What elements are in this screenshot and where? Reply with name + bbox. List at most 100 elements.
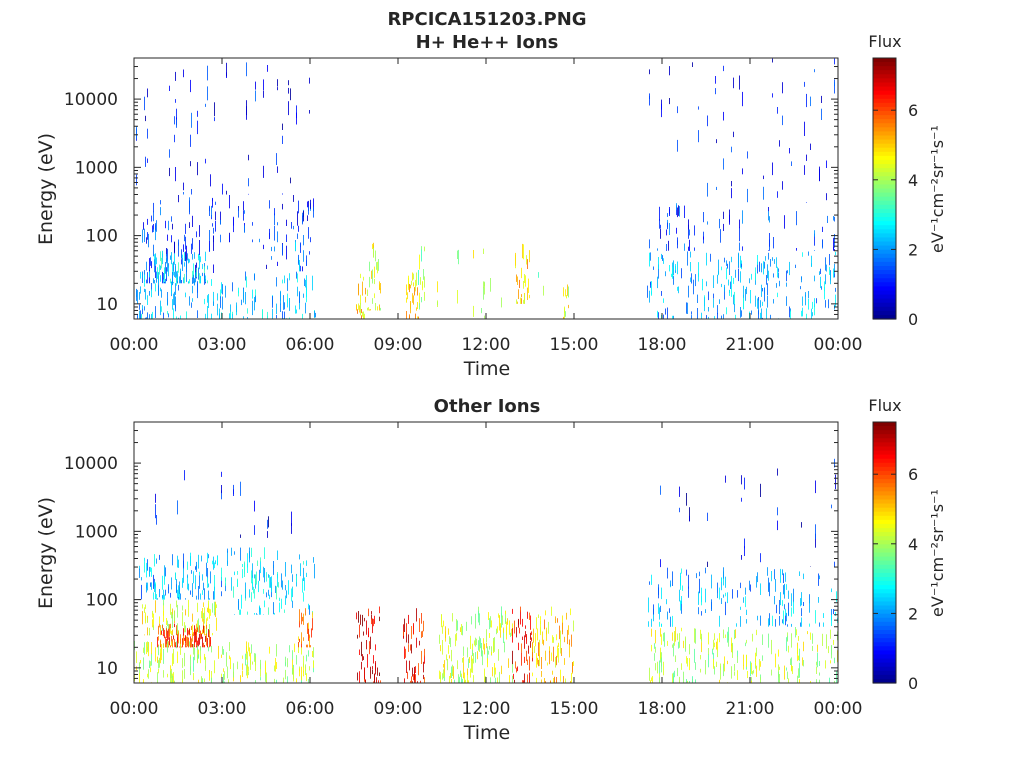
flux-pixel	[473, 305, 474, 317]
flux-pixel	[819, 271, 820, 275]
flux-pixel	[728, 279, 729, 286]
flux-pixel	[176, 600, 177, 608]
flux-pixel	[188, 630, 189, 635]
colorbar-segment	[873, 314, 896, 320]
flux-pixel	[514, 620, 515, 634]
flux-pixel	[179, 276, 180, 284]
flux-pixel	[148, 642, 149, 657]
flux-pixel	[144, 642, 145, 655]
flux-pixel	[266, 672, 267, 683]
flux-pixel	[146, 261, 147, 271]
flux-pixel	[535, 633, 536, 647]
flux-pixel	[556, 634, 557, 641]
flux-pixel	[276, 662, 277, 669]
flux-pixel	[776, 283, 777, 288]
flux-pixel	[729, 214, 730, 225]
flux-pixel	[566, 612, 567, 620]
flux-pixel	[205, 634, 206, 636]
flux-pixel	[173, 271, 174, 276]
colorbar-segment	[873, 674, 896, 680]
colorbar-segment	[873, 172, 896, 177]
flux-pixel	[371, 270, 372, 279]
flux-pixel	[283, 295, 284, 310]
flux-pixel	[784, 665, 785, 680]
flux-pixel	[564, 658, 565, 665]
flux-pixel	[516, 627, 517, 638]
flux-pixel	[168, 263, 169, 268]
colorbar-segment	[873, 290, 896, 296]
flux-pixel	[168, 623, 169, 634]
flux-pixel	[269, 200, 270, 209]
flux-pixel	[365, 287, 366, 295]
flux-pixel	[285, 669, 286, 680]
flux-pixel	[516, 299, 517, 304]
colorbar-segment	[873, 442, 896, 448]
flux-pixel	[501, 665, 502, 675]
flux-pixel	[162, 634, 163, 636]
flux-pixel	[180, 271, 181, 284]
flux-pixel	[163, 312, 164, 319]
flux-pixel	[244, 225, 245, 233]
flux-pixel	[359, 305, 360, 313]
flux-pixel	[152, 619, 153, 628]
x-axis-label: Time	[463, 358, 511, 380]
flux-pixel	[213, 291, 214, 306]
flux-pixel	[489, 633, 490, 638]
flux-pixel	[298, 641, 299, 653]
flux-pixel	[659, 660, 660, 674]
flux-pixel	[174, 680, 175, 683]
flux-pixel	[418, 270, 419, 285]
flux-pixel	[166, 248, 167, 257]
flux-pixel	[196, 595, 197, 600]
flux-pixel	[363, 311, 364, 319]
flux-pixel	[146, 562, 147, 578]
flux-pixel	[423, 269, 424, 280]
flux-pixel	[185, 643, 186, 648]
flux-pixel	[281, 598, 282, 609]
flux-pixel	[740, 606, 741, 610]
flux-pixel	[296, 309, 297, 314]
flux-pixel	[143, 222, 144, 230]
flux-pixel	[651, 677, 652, 681]
flux-pixel	[654, 653, 655, 661]
flux-pixel	[501, 613, 502, 628]
flux-pixel	[190, 79, 191, 93]
flux-pixel	[281, 573, 282, 588]
flux-pixel	[819, 661, 820, 666]
colorbar-segment	[873, 168, 896, 173]
flux-pixel	[312, 612, 313, 618]
flux-pixel	[743, 295, 744, 310]
flux-pixel	[508, 658, 509, 668]
flux-pixel	[653, 604, 654, 615]
flux-pixel	[717, 638, 718, 651]
flux-pixel	[189, 259, 190, 263]
flux-pixel	[751, 273, 752, 280]
flux-pixel	[230, 304, 231, 312]
flux-pixel	[308, 603, 309, 610]
flux-pixel	[238, 599, 239, 609]
flux-pixel	[718, 259, 719, 275]
flux-pixel	[174, 253, 175, 265]
flux-pixel	[746, 619, 747, 624]
flux-pixel	[705, 588, 706, 603]
flux-pixel	[782, 600, 783, 607]
flux-pixel	[649, 239, 650, 249]
flux-pixel	[145, 604, 146, 609]
flux-pixel	[768, 270, 769, 281]
flux-pixel	[302, 266, 303, 272]
flux-pixel	[172, 554, 173, 566]
flux-pixel	[413, 623, 414, 634]
flux-pixel	[299, 291, 300, 303]
flux-pixel	[774, 259, 775, 264]
flux-pixel	[183, 277, 184, 284]
flux-pixel	[147, 218, 148, 225]
flux-pixel	[828, 646, 829, 654]
flux-pixel	[302, 616, 303, 622]
colorbar-segment	[873, 94, 896, 100]
flux-pixel	[826, 634, 827, 649]
flux-pixel	[699, 571, 700, 577]
flux-pixel	[778, 671, 779, 683]
colorbar-segment	[873, 634, 896, 639]
flux-pixel	[151, 283, 152, 291]
flux-pixel	[663, 298, 664, 303]
